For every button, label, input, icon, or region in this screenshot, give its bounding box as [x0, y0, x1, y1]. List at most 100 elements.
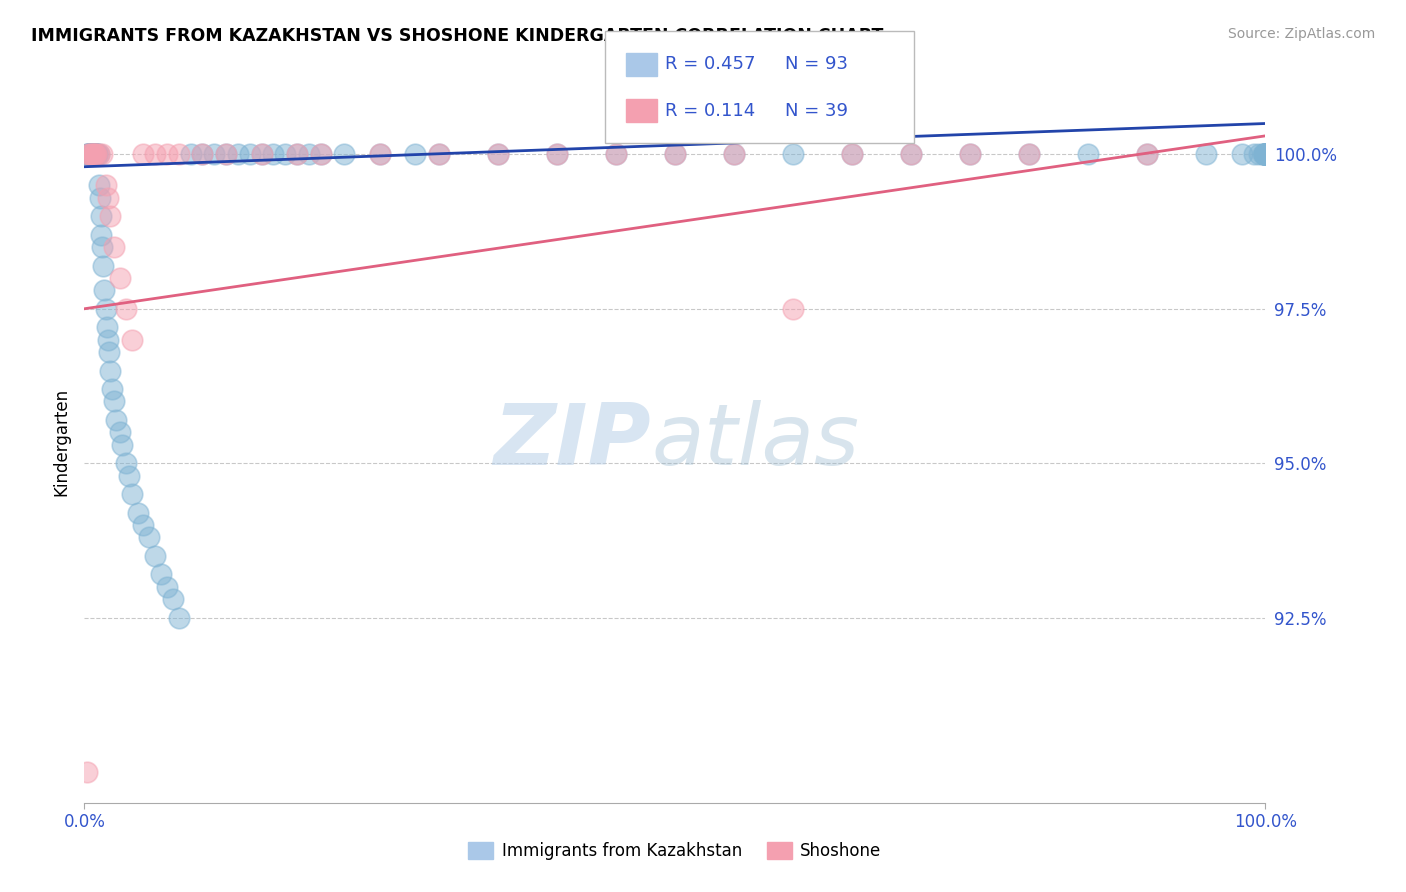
Point: [105, 413, 128, 427]
Point: [82, 147, 104, 161]
Point: [143, 147, 166, 161]
Point: [486, 147, 509, 161]
Point: [94, 178, 117, 193]
Point: [1254, 147, 1277, 161]
Point: [87, 178, 110, 193]
Legend: Immigrants from Kazakhstan, Shoshone: Immigrants from Kazakhstan, Shoshone: [461, 835, 889, 867]
Point: [427, 147, 450, 161]
Point: [1254, 147, 1277, 161]
Point: [782, 301, 804, 316]
Point: [250, 147, 273, 161]
Point: [162, 592, 184, 607]
Point: [80, 147, 103, 161]
Point: [87, 147, 110, 161]
Point: [84, 147, 107, 161]
Point: [1254, 147, 1277, 161]
Point: [250, 147, 273, 161]
Point: [103, 394, 125, 409]
Point: [79, 147, 101, 161]
Point: [83, 147, 105, 161]
Point: [605, 147, 627, 161]
Point: [486, 147, 509, 161]
Point: [1195, 147, 1218, 161]
Point: [1254, 147, 1277, 161]
Point: [1251, 147, 1274, 161]
Point: [98, 345, 121, 359]
Point: [103, 240, 125, 254]
Point: [111, 437, 134, 451]
Point: [664, 147, 686, 161]
Point: [546, 147, 568, 161]
Point: [89, 191, 111, 205]
Point: [1136, 147, 1159, 161]
Point: [79, 147, 101, 161]
Text: IMMIGRANTS FROM KAZAKHSTAN VS SHOSHONE KINDERGARTEN CORRELATION CHART: IMMIGRANTS FROM KAZAKHSTAN VS SHOSHONE K…: [31, 27, 883, 45]
Point: [546, 147, 568, 161]
Point: [1254, 147, 1277, 161]
Point: [108, 425, 131, 440]
Point: [138, 530, 160, 544]
Point: [90, 209, 112, 223]
Point: [309, 147, 332, 161]
Point: [79, 147, 101, 161]
Point: [1254, 147, 1277, 161]
Point: [404, 147, 426, 161]
Point: [841, 147, 863, 161]
Text: ZIP: ZIP: [494, 400, 651, 483]
Point: [150, 567, 173, 582]
Point: [98, 363, 121, 377]
Point: [368, 147, 391, 161]
Point: [94, 301, 117, 316]
Point: [97, 191, 120, 205]
Point: [132, 147, 155, 161]
Text: R = 0.114: R = 0.114: [665, 102, 755, 120]
Point: [83, 147, 105, 161]
Point: [143, 549, 166, 563]
Point: [118, 468, 141, 483]
Point: [80, 147, 103, 161]
Point: [605, 147, 627, 161]
Point: [76, 147, 98, 161]
Point: [723, 147, 745, 161]
Point: [191, 147, 214, 161]
Point: [96, 320, 118, 334]
Point: [1018, 147, 1040, 161]
Point: [226, 147, 249, 161]
Point: [1254, 147, 1277, 161]
Point: [100, 382, 122, 396]
Point: [900, 147, 922, 161]
Point: [841, 147, 863, 161]
Point: [1077, 147, 1099, 161]
Point: [84, 147, 107, 161]
Text: Source: ZipAtlas.com: Source: ZipAtlas.com: [1227, 27, 1375, 41]
Point: [93, 283, 115, 297]
Point: [1136, 147, 1159, 161]
Text: N = 93: N = 93: [785, 55, 848, 73]
Point: [84, 147, 107, 161]
Point: [79, 147, 101, 161]
Point: [1254, 147, 1277, 161]
Point: [156, 580, 179, 594]
Point: [285, 147, 308, 161]
Point: [1230, 147, 1253, 161]
Point: [239, 147, 262, 161]
Point: [76, 764, 98, 779]
Point: [82, 147, 104, 161]
Point: [427, 147, 450, 161]
Point: [86, 147, 108, 161]
Point: [180, 147, 202, 161]
Point: [664, 147, 686, 161]
Point: [90, 227, 112, 242]
Point: [77, 147, 100, 161]
Point: [723, 147, 745, 161]
Point: [156, 147, 179, 161]
Point: [215, 147, 238, 161]
Point: [91, 259, 114, 273]
Point: [1243, 147, 1265, 161]
Point: [215, 147, 238, 161]
Point: [84, 147, 107, 161]
Point: [1254, 147, 1277, 161]
Point: [1249, 147, 1271, 161]
Point: [202, 147, 225, 161]
Point: [77, 147, 100, 161]
